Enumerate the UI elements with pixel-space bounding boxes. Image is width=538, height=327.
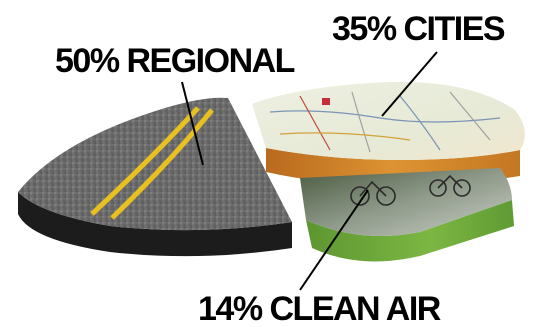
clean-air-label: 14% CLEAN AIR	[198, 290, 441, 327]
road-lane-line-icon	[90, 106, 200, 216]
regional-label: 50% REGIONAL	[55, 42, 295, 80]
slice-clean-air	[300, 168, 514, 262]
regional-leader-line	[181, 81, 204, 166]
cities-leader-line	[381, 51, 438, 117]
clean-air-leader-line	[299, 189, 369, 291]
slice-cities-top	[252, 81, 525, 160]
cyclists-photo-icon	[350, 174, 471, 206]
road-lane-line-icon	[110, 108, 214, 220]
cities-label: 35% CITIES	[332, 10, 505, 48]
map-icon	[269, 91, 501, 153]
slice-clean-air-side	[306, 200, 514, 262]
slice-regional	[18, 97, 292, 257]
slice-regional-top	[18, 97, 292, 231]
slice-regional-side	[18, 192, 292, 257]
